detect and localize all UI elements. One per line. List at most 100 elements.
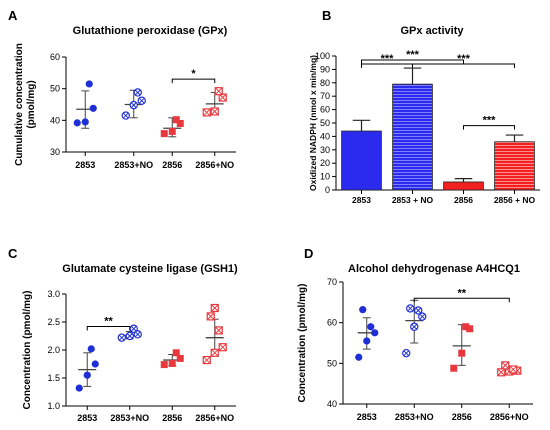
y-tick-label: 60 [327, 318, 337, 328]
series-group [202, 87, 227, 117]
chart-title: GPx activity [401, 25, 465, 37]
y-tick-label: 50 [50, 84, 60, 94]
data-point-cross [118, 334, 125, 341]
y-tick-label: 50 [320, 118, 330, 128]
series-group [160, 349, 184, 369]
data-point [160, 130, 168, 138]
data-point-cross [210, 304, 219, 312]
chart-title: Alcohol dehydrogenase A4HCQ1 [348, 263, 520, 275]
data-point [450, 364, 458, 372]
data-point-cross [130, 325, 137, 332]
y-tick-label: 70 [320, 91, 330, 101]
y-axis-label-line: (pmol/mg) [26, 80, 37, 128]
bracket-line [361, 59, 464, 65]
series-group [160, 116, 184, 138]
x-tick-label: 2856 [452, 412, 472, 422]
data-point-cross [497, 368, 506, 377]
x-tick-label: 2856+NO [195, 413, 234, 423]
y-tick-label: 50 [327, 358, 337, 368]
significance-bracket: * [171, 68, 216, 84]
bracket-line [413, 297, 510, 303]
bracket-line [86, 325, 131, 331]
data-point-cross [403, 350, 410, 357]
series-group [202, 303, 227, 365]
data-point-cross [126, 333, 133, 339]
data-point-cross [214, 326, 223, 335]
data-point-cross [509, 365, 518, 374]
y-tick-label: 20 [320, 158, 330, 168]
bar [392, 83, 433, 191]
data-point-cross [130, 102, 137, 108]
y-tick-label: 10 [320, 172, 330, 182]
data-point [75, 384, 83, 392]
y-tick-label: 2.5 [47, 317, 60, 327]
data-point-cross [218, 343, 227, 352]
y-tick-label: 1.5 [47, 373, 60, 383]
panel-letter: B [322, 8, 331, 23]
chart-title: Glutamate cysteine ligase (GSH1) [62, 263, 238, 275]
y-tick-label: 1.0 [47, 401, 60, 411]
data-point [367, 323, 375, 331]
x-tick-label: 2853+NO [110, 413, 149, 423]
y-tick-label: 30 [320, 145, 330, 155]
data-point-cross [419, 313, 426, 320]
significance-label: * [191, 68, 196, 80]
x-tick-label: 2856 [162, 413, 182, 423]
panel-b: B GPx activity Oxidized NADPH (nmol x min/… [308, 8, 540, 205]
significance-bracket: *** [412, 53, 515, 69]
series-group [73, 80, 97, 129]
y-tick-label: 3.0 [47, 289, 60, 299]
data-point-cross [134, 331, 141, 338]
y-axis-label: Oxidized NADPH (nmol x min/mg) [308, 55, 318, 191]
data-point-cross [134, 89, 141, 96]
data-point-cross [415, 307, 422, 314]
significance-bracket: *** [361, 49, 464, 65]
data-point [462, 323, 470, 331]
y-axis-label: Cumulative concentration(pmol/mg) [14, 43, 37, 166]
series-group [121, 88, 146, 120]
bracket-line [412, 63, 515, 69]
x-tick-label: 2853 [77, 413, 97, 423]
data-point-cross [407, 305, 414, 312]
panel-letter: A [8, 8, 18, 23]
x-tick-label: 2853 [357, 412, 377, 422]
significance-bracket: *** [463, 115, 515, 130]
series-group [450, 323, 474, 372]
y-axis-label-line: Cumulative concentration [14, 43, 25, 166]
series-group [402, 299, 427, 358]
y-tick-label: 100 [315, 51, 330, 61]
significance-bracket: *** [361, 53, 413, 69]
data-point-cross [206, 312, 215, 321]
panel-a: A Glutathione peroxidase (GPx) Cumulative … [8, 8, 236, 170]
y-tick-label: 70 [327, 277, 337, 287]
data-point [458, 349, 466, 357]
data-point [81, 118, 89, 126]
bracket-line [463, 125, 515, 130]
x-tick-label: 2856 [454, 195, 473, 205]
y-tick-label: 40 [327, 399, 337, 409]
data-point-cross [202, 356, 211, 364]
data-point-cross [214, 87, 223, 96]
significance-label: *** [406, 49, 420, 61]
x-tick-label: 2853+NO [395, 412, 434, 422]
y-tick-label: 2.0 [47, 345, 60, 355]
data-point [89, 104, 97, 112]
significance-label: ** [457, 287, 466, 299]
x-tick-label: 2853+NO [114, 160, 153, 170]
bar [341, 130, 382, 191]
data-point-cross [202, 108, 211, 117]
data-point [168, 127, 176, 135]
y-tick-label: 80 [320, 78, 330, 88]
series-group [117, 324, 142, 342]
data-point-cross [138, 97, 145, 104]
significance-bracket: ** [86, 315, 131, 331]
y-tick-label: 90 [320, 64, 330, 74]
data-point [172, 349, 180, 357]
panel-d: D Alcohol dehydrogenase A4HCQ1 Concentrati… [297, 246, 533, 422]
y-tick-label: 40 [320, 131, 330, 141]
y-tick-label: 60 [320, 105, 330, 115]
series-group [75, 345, 99, 392]
data-point [355, 353, 363, 361]
x-tick-label: 2853 [352, 195, 371, 205]
data-point [87, 345, 95, 353]
